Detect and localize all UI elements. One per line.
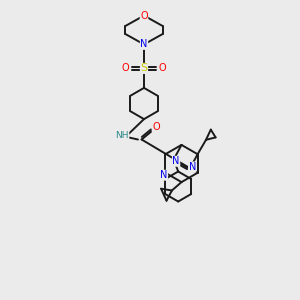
Text: O: O [152, 122, 160, 132]
Text: O: O [140, 11, 148, 21]
Text: N: N [140, 39, 148, 50]
Text: S: S [140, 63, 148, 74]
Text: N: N [188, 162, 196, 172]
Text: N: N [160, 170, 168, 180]
Text: O: O [122, 63, 130, 74]
Text: NH: NH [116, 131, 129, 140]
Text: O: O [158, 63, 166, 74]
Text: N: N [172, 156, 180, 166]
